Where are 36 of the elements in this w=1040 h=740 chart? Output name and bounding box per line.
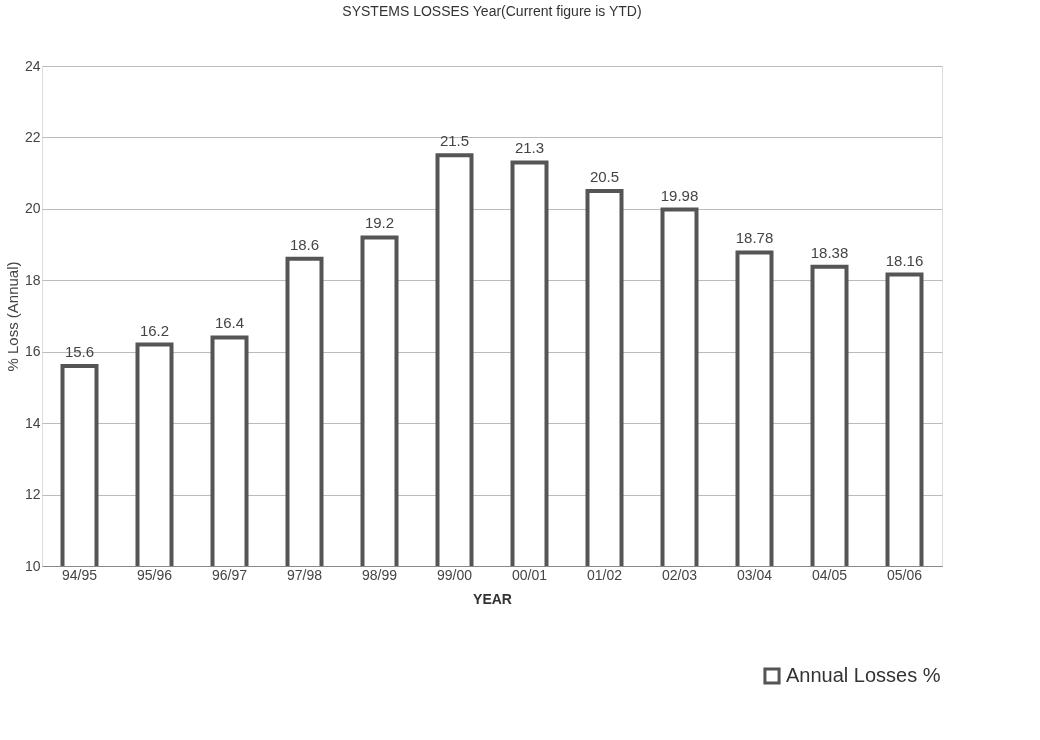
x-tick-label: 99/00 xyxy=(436,566,473,583)
x-tick-label: 95/96 xyxy=(136,566,173,583)
data-label: 18.16 xyxy=(885,251,924,269)
x-tick-label: 00/01 xyxy=(511,566,548,583)
chart-title: SYSTEMS LOSSES Year(Current figure is YTD) xyxy=(342,3,642,19)
data-label: 19.2 xyxy=(364,214,395,232)
y-tick-label: 22 xyxy=(24,128,41,145)
data-label: 16.2 xyxy=(139,321,170,339)
data-label: 20.5 xyxy=(589,168,620,185)
x-tick-label: 05/06 xyxy=(886,566,923,583)
y-tick-label: 18 xyxy=(24,271,41,288)
data-label: 21.3 xyxy=(514,139,545,157)
data-label: 16.4 xyxy=(214,314,245,332)
x-tick-label: 04/05 xyxy=(811,566,848,583)
y-tick-label: 16 xyxy=(24,343,41,360)
data-label: 19.98 xyxy=(660,186,699,204)
data-label: 15.6 xyxy=(64,343,95,360)
y-tick-label: 14 xyxy=(24,414,41,431)
x-axis-title: YEAR xyxy=(473,590,512,607)
y-tick-label: 20 xyxy=(24,200,41,217)
x-tick-label: 98/99 xyxy=(361,566,398,583)
x-tick-label: 96/97 xyxy=(211,566,248,583)
x-tick-label: 03/04 xyxy=(736,566,773,583)
y-tick-label: 12 xyxy=(24,486,41,503)
x-tick-label: 94/95 xyxy=(61,566,98,583)
x-tick-label: 01/02 xyxy=(586,566,623,583)
data-label: 21.5 xyxy=(439,132,470,150)
x-tick-label: 02/03 xyxy=(661,566,698,583)
y-tick-label: 10 xyxy=(24,557,41,574)
data-label: 18.38 xyxy=(810,243,849,261)
y-axis-title: % Loss (Annual) xyxy=(3,261,21,372)
y-tick-label: 24 xyxy=(24,57,41,74)
data-label: 18.78 xyxy=(735,229,774,247)
legend-label: Annual Losses % xyxy=(786,664,941,686)
data-label: 18.6 xyxy=(289,235,320,253)
x-tick-label: 97/98 xyxy=(286,566,323,583)
